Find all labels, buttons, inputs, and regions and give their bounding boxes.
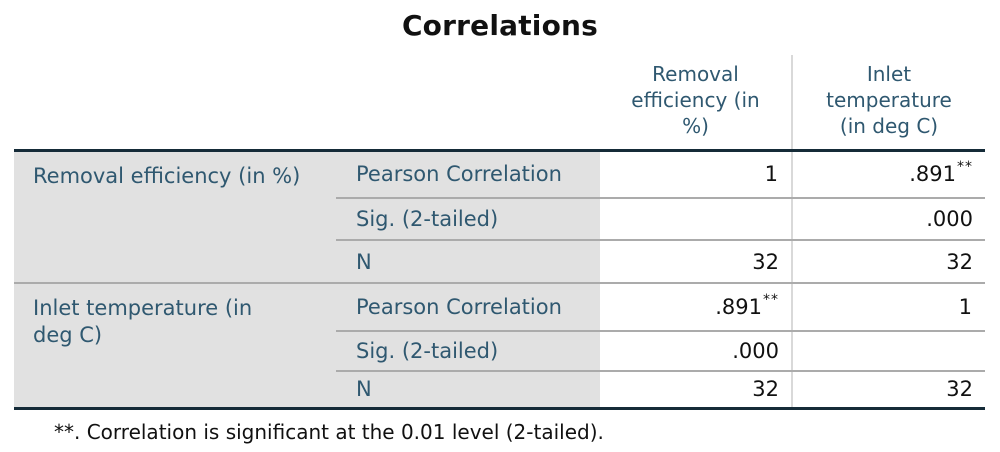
table-row: Sig. (2-tailed) .000 xyxy=(14,331,985,372)
value-cell xyxy=(791,331,985,372)
significance-marker: ** xyxy=(957,159,973,176)
title-band: Correlations xyxy=(0,0,1000,55)
table-row: N 32 32 xyxy=(14,240,985,284)
stat-label: Pearson Correlation xyxy=(336,148,600,199)
correlations-table: Removal efficiency (in %) Inlet temperat… xyxy=(14,55,985,410)
column-header-label: Inlet temperature (in deg C) xyxy=(826,61,952,138)
stat-label: Sig. (2-tailed) xyxy=(336,198,600,241)
row-group-label-text: Inlet temperature (in deg C) xyxy=(33,296,253,347)
value-text: .000 xyxy=(732,339,779,363)
value-text: 32 xyxy=(752,249,779,274)
stat-label: N xyxy=(336,240,600,284)
value-cell: 32 xyxy=(600,371,792,410)
row-group-label-inlet-temperature: Inlet temperature (in deg C) xyxy=(14,283,336,410)
column-header-removal-efficiency: Removal efficiency (in %) xyxy=(600,55,792,150)
value-cell: 32 xyxy=(791,371,985,410)
value-cell: .891** xyxy=(600,283,792,332)
column-header-label: Removal efficiency (in %) xyxy=(631,61,760,138)
table-row: Sig. (2-tailed) .000 xyxy=(14,198,985,241)
value-text: .000 xyxy=(926,207,973,231)
value-cell xyxy=(600,198,792,241)
value-cell: .891** xyxy=(791,148,985,199)
value-cell: 32 xyxy=(791,240,985,284)
table-body: Removal efficiency (in %) Pearson Correl… xyxy=(14,148,985,410)
value-cell: 1 xyxy=(600,148,792,199)
table-row: N 32 32 xyxy=(14,371,985,410)
value-text: .891 xyxy=(715,295,762,319)
value-text: 32 xyxy=(752,377,779,402)
stat-label: N xyxy=(336,371,600,410)
value-cell: .000 xyxy=(791,198,985,241)
stat-label: Sig. (2-tailed) xyxy=(336,331,600,372)
value-text: 1 xyxy=(958,295,972,319)
value-text: 1 xyxy=(764,162,778,187)
value-text: 32 xyxy=(946,249,973,274)
table-title: Correlations xyxy=(401,9,599,42)
header-corner-cell xyxy=(14,55,600,150)
value-cell: 32 xyxy=(600,240,792,284)
header-row: Removal efficiency (in %) Inlet temperat… xyxy=(14,55,985,150)
value-cell: .000 xyxy=(600,331,792,372)
value-cell: 1 xyxy=(791,283,985,332)
row-group-label-removal-efficiency: Removal efficiency (in %) xyxy=(14,148,336,284)
table-row: Removal efficiency (in %) Pearson Correl… xyxy=(14,148,985,284)
stat-label: Pearson Correlation xyxy=(336,283,600,332)
table-row: Inlet temperature (in deg C) Pearson Cor… xyxy=(14,283,985,410)
significance-footnote: **. Correlation is significant at the 0.… xyxy=(54,419,604,444)
row-group-label-text: Removal efficiency (in %) xyxy=(33,163,301,188)
significance-marker: ** xyxy=(763,292,779,308)
value-text: .891 xyxy=(909,162,956,187)
value-text: 32 xyxy=(946,377,973,402)
table-header: Removal efficiency (in %) Inlet temperat… xyxy=(14,55,985,150)
column-header-inlet-temperature: Inlet temperature (in deg C) xyxy=(791,55,985,150)
